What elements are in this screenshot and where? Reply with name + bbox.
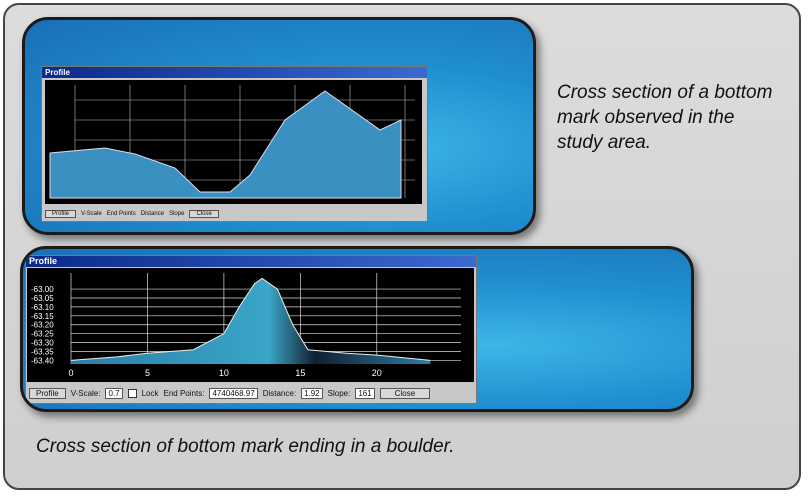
screenshot-bottom: Profile -63.00-63.05-63.10-63.15-63.20-6… (20, 246, 694, 412)
lock-checkbox[interactable] (128, 389, 137, 398)
control-text: End Points (107, 211, 136, 217)
x-tick-label: 0 (68, 368, 73, 378)
profile-window: Profile Profile V-Scale End Points Distance… (41, 66, 428, 222)
y-tick-label: -63.15 (31, 312, 54, 321)
profile-plot: -63.00-63.05-63.10-63.15-63.20-63.25-63.… (27, 268, 474, 382)
y-tick-label: -63.20 (31, 321, 54, 330)
endpoints-field[interactable]: 4740468.97 (209, 388, 257, 399)
endpoints-label: End Points: (164, 389, 205, 398)
control-bar: Profile V-Scale: 0.7 Lock End Points: 47… (26, 383, 476, 403)
control-text[interactable]: Profile (45, 210, 76, 218)
window-title: Profile (42, 67, 427, 78)
control-text: Distance (141, 211, 164, 217)
profile-plot (45, 80, 422, 204)
caption-bottom: Cross section of bottom mark ending in a… (36, 436, 455, 458)
y-tick-label: -63.35 (31, 348, 54, 357)
lock-label: Lock (142, 389, 159, 398)
x-tick-label: 5 (145, 368, 150, 378)
x-tick-label: 15 (295, 368, 305, 378)
control-text: V-Scale (81, 211, 102, 217)
y-tick-label: -63.05 (31, 294, 54, 303)
slide: Profile Profile V-Scale End Points Distance… (0, 0, 808, 496)
slope-label: Slope: (328, 389, 351, 398)
y-tick-label: -63.25 (31, 330, 54, 339)
y-tick-label: -63.30 (31, 339, 54, 348)
y-tick-label: -63.10 (31, 303, 54, 312)
caption-top: Cross section of a bottom mark observed … (557, 80, 777, 155)
profile-window: Profile -63.00-63.05-63.10-63.15-63.20-6… (25, 255, 477, 404)
vscale-field[interactable]: 0.7 (105, 388, 122, 399)
slope-field[interactable]: 161 (355, 388, 374, 399)
y-tick-label: -63.40 (31, 356, 54, 365)
control-text: Slope (169, 211, 184, 217)
vscale-label: V-Scale: (71, 389, 101, 398)
window-title: Profile (26, 256, 476, 267)
distance-label: Distance: (263, 389, 296, 398)
control-bar: Profile V-Scale End Points Distance Slope Clo… (42, 207, 427, 221)
x-tick-label: 20 (372, 368, 382, 378)
distance-field[interactable]: 1.92 (301, 388, 323, 399)
close-button[interactable]: Close (380, 388, 430, 399)
screenshot-top: Profile Profile V-Scale End Points Distance… (22, 17, 536, 235)
x-tick-label: 10 (219, 368, 229, 378)
y-tick-label: -63.00 (31, 285, 54, 294)
control-text[interactable]: Close (189, 210, 218, 218)
profile-button[interactable]: Profile (29, 388, 66, 399)
